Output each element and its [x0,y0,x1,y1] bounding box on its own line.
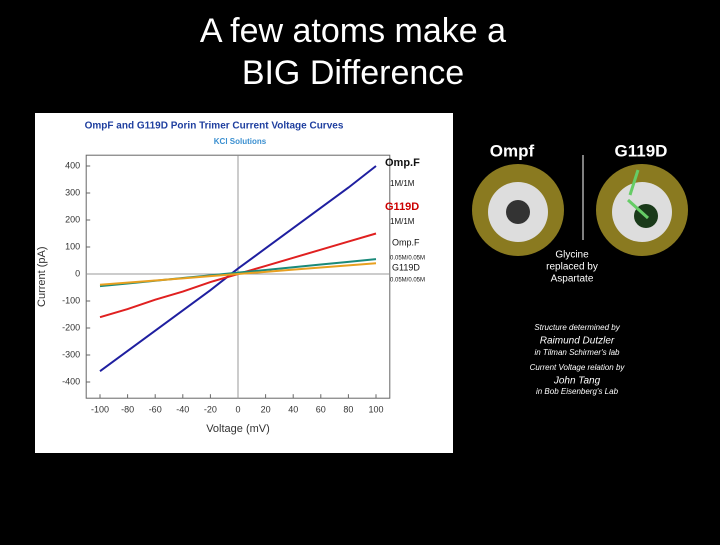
y-tick-label: 200 [65,214,80,224]
chart-panel [35,113,453,453]
x-tick-label: 100 [368,405,383,415]
credit: in Bob Eisenberg's Lab [536,387,619,396]
y-tick-label: -400 [62,376,80,386]
x-axis-label: Voltage (mV) [206,423,270,435]
series-line [99,165,377,373]
series-line [99,262,377,286]
legend-concentration: 0.05M/0.05M [390,256,425,262]
x-tick-label: 80 [343,405,353,415]
y-tick-label: 0 [75,268,80,278]
x-tick-label: -80 [121,405,134,415]
y-tick-label: -200 [62,322,80,332]
structure-g119d [596,164,688,256]
slide-title: BIG Difference [242,54,464,92]
legend-name: Omp.F [385,157,420,169]
y-tick-label: 300 [65,187,80,197]
credit: Raimund Dutzler [540,336,615,347]
credit: in Tilman Schirmer's lab [534,348,620,357]
x-tick-label: 0 [235,405,240,415]
structure-label: G119D [615,141,668,160]
credit: Current Voltage relation by [530,363,626,372]
legend-name: G119D [392,262,420,272]
legend-name: Omp.F [392,237,420,247]
y-tick-label: 100 [65,241,80,251]
y-axis-label: Current (pA) [36,246,48,307]
structure-ompf [472,164,564,256]
legend-concentration: 1M/1M [390,217,415,226]
chart-title: OmpF and G119D Porin Trimer Current Volt… [85,121,344,132]
slide-title: A few atoms make a [200,12,506,50]
credit: Structure determined by [534,323,620,332]
mutation-note: Glycine [555,250,589,261]
y-tick-label: -100 [62,295,80,305]
structure-label: Ompf [490,141,535,160]
mutation-note: replaced by [546,262,598,273]
chart-subtitle: KCl Solutions [214,137,267,146]
x-tick-label: -60 [149,405,162,415]
legend-concentration: 1M/1M [390,179,415,188]
credit: John Tang [553,376,601,387]
y-tick-label: -300 [62,349,80,359]
x-tick-label: -40 [176,405,189,415]
legend-name: G119D [385,201,419,213]
mutation-note: Aspartate [551,274,594,285]
y-tick-label: 400 [65,160,80,170]
x-tick-label: -100 [91,405,109,415]
legend-concentration: 0.05M/0.05M [390,278,425,284]
x-tick-label: 60 [316,405,326,415]
x-tick-label: 40 [288,405,298,415]
x-tick-label: -20 [204,405,217,415]
x-tick-label: 20 [261,405,271,415]
